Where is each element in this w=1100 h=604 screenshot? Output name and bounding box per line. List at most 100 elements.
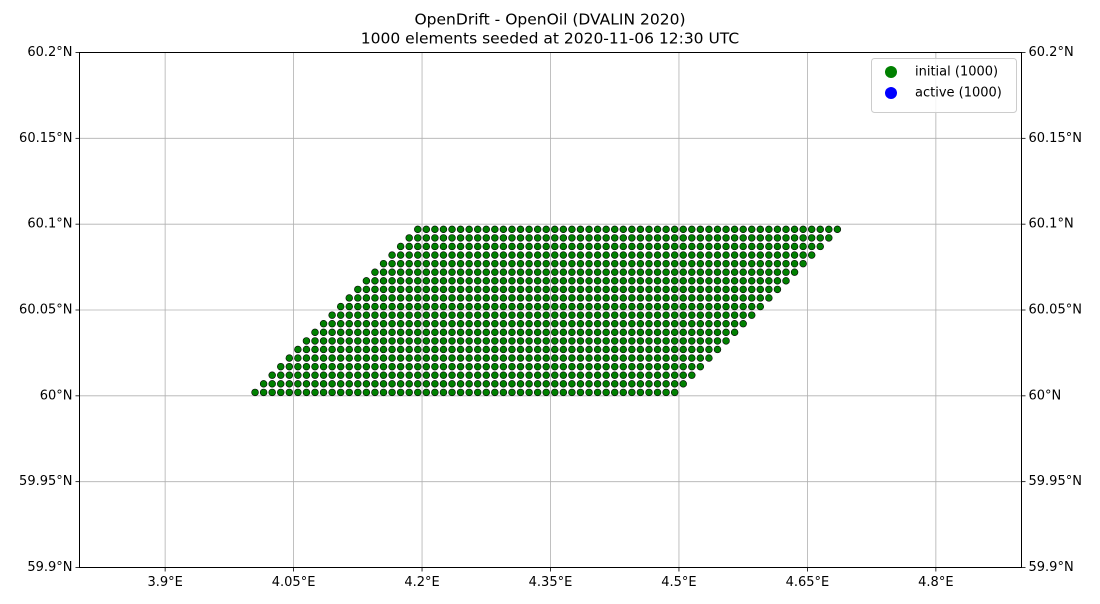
point <box>602 234 610 242</box>
point <box>585 302 593 311</box>
point <box>568 328 576 337</box>
point <box>259 388 268 397</box>
point <box>611 362 619 371</box>
point <box>533 388 542 397</box>
x-tick-label: 4.5°E <box>661 575 696 590</box>
point <box>713 328 722 337</box>
point <box>508 311 516 319</box>
point <box>396 294 405 302</box>
point <box>705 328 713 337</box>
point <box>551 362 559 371</box>
point <box>593 302 602 311</box>
point <box>319 380 328 388</box>
point <box>705 234 713 242</box>
point <box>628 285 636 294</box>
point <box>336 345 345 354</box>
point <box>576 354 585 362</box>
point <box>456 311 465 319</box>
point <box>696 234 705 242</box>
point <box>405 285 413 294</box>
point <box>722 328 730 337</box>
point <box>705 225 713 234</box>
point <box>576 302 585 311</box>
point <box>670 362 679 371</box>
point <box>585 311 593 319</box>
point <box>533 320 542 328</box>
point <box>465 388 473 397</box>
point <box>422 362 431 371</box>
point <box>533 294 542 302</box>
point <box>439 259 448 268</box>
point <box>619 242 627 251</box>
point <box>508 337 516 345</box>
point <box>354 294 362 302</box>
point <box>525 388 533 397</box>
point <box>474 362 482 371</box>
point <box>636 337 645 345</box>
point <box>354 302 362 311</box>
point <box>508 302 516 311</box>
point <box>628 294 636 302</box>
point <box>679 277 687 285</box>
point <box>259 380 268 388</box>
point <box>585 242 593 251</box>
point <box>696 242 705 251</box>
point <box>354 388 362 397</box>
point <box>670 320 679 328</box>
point <box>748 302 756 311</box>
point <box>396 345 405 354</box>
point <box>799 251 807 259</box>
point <box>371 337 379 345</box>
point <box>465 242 473 251</box>
point <box>533 302 542 311</box>
point <box>379 277 388 285</box>
point <box>696 302 705 311</box>
point <box>414 277 422 285</box>
point <box>568 371 576 379</box>
point <box>405 380 413 388</box>
point <box>456 225 465 234</box>
grid-layer: 3.9°E 4.05°E 4.2°E 4.35°E 4.5°E 4.65°E 4.8°E 59… <box>19 45 1082 590</box>
point <box>474 328 482 337</box>
point <box>670 354 679 362</box>
point <box>516 268 525 276</box>
point <box>474 388 482 397</box>
point <box>576 277 585 285</box>
point <box>722 251 730 259</box>
point <box>636 320 645 328</box>
point <box>508 277 516 285</box>
point <box>336 354 345 362</box>
point <box>730 294 739 302</box>
y-tick-label: 59.9°N <box>27 560 72 575</box>
point <box>559 242 568 251</box>
point <box>285 388 294 397</box>
point <box>799 225 807 234</box>
point <box>482 225 490 234</box>
point <box>345 345 353 354</box>
point <box>439 328 448 337</box>
point <box>576 345 585 354</box>
point <box>576 328 585 337</box>
point <box>756 242 765 251</box>
point <box>302 371 311 379</box>
point <box>345 337 353 345</box>
point <box>585 251 593 259</box>
point <box>533 225 542 234</box>
point <box>602 380 610 388</box>
point <box>653 328 662 337</box>
point <box>371 302 379 311</box>
point <box>688 277 696 285</box>
point <box>525 285 533 294</box>
point <box>431 285 439 294</box>
point <box>739 302 747 311</box>
point <box>328 380 336 388</box>
point <box>645 320 653 328</box>
point <box>465 311 473 319</box>
point <box>388 311 396 319</box>
point <box>388 362 396 371</box>
point <box>525 354 533 362</box>
point <box>533 285 542 294</box>
point <box>653 285 662 294</box>
point <box>491 328 499 337</box>
point <box>628 225 636 234</box>
